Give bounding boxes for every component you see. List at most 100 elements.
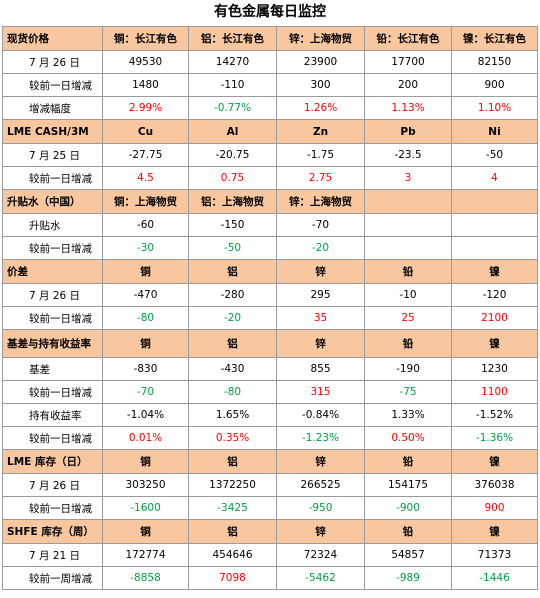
table-row: 升贴水 -60 -150 -70 <box>2 213 538 237</box>
column-header <box>451 189 538 214</box>
section-title: 价差 <box>2 259 103 284</box>
table-cell: 1.65% <box>188 403 277 427</box>
column-header: 铜 <box>102 329 189 358</box>
table-cell: -1.04% <box>102 403 189 427</box>
table-cell: 0.75 <box>188 166 277 190</box>
column-header: 锌 <box>276 329 365 358</box>
table-cell: -10 <box>364 283 452 307</box>
column-header: 铅 <box>364 519 452 544</box>
table-cell: 154175 <box>364 473 452 497</box>
table-cell: -5462 <box>276 566 365 590</box>
column-header: 铝 <box>188 259 277 284</box>
table-cell: 35 <box>276 306 365 330</box>
table-row: 较前一周增减 -8858 7098 -5462 -989 -1446 <box>2 566 538 590</box>
table-cell: -110 <box>188 73 277 97</box>
table-cell: 1.10% <box>451 96 538 120</box>
row-label: 7 月 26 日 <box>2 50 103 74</box>
table-cell: 3 <box>364 166 452 190</box>
table-row: 较前一日增减 -70 -80 315 -75 1100 <box>2 380 538 404</box>
table-row: 较前一日增减 -1600 -3425 -950 -900 900 <box>2 496 538 520</box>
section-title: 现货价格 <box>2 26 103 51</box>
table-cell: 1.33% <box>364 403 452 427</box>
column-header: Al <box>188 119 277 144</box>
column-header: 镍 <box>451 519 538 544</box>
table-cell: 266525 <box>276 473 365 497</box>
row-label: 较前一日增减 <box>2 306 103 330</box>
table-cell: -0.84% <box>276 403 365 427</box>
table-row: 较前一日增减 0.01% 0.35% -1.23% 0.50% -1.36% <box>2 426 538 450</box>
section-header-row: LME 库存（日）铜铝锌铅镍 <box>2 449 538 474</box>
table-cell: -190 <box>364 357 452 381</box>
page-title: 有色金属每日监控 <box>214 4 326 20</box>
row-label: 基差 <box>2 357 103 381</box>
row-label: 较前一日增减 <box>2 496 103 520</box>
column-header: 镍：长江有色 <box>451 26 538 51</box>
table-cell <box>451 213 538 237</box>
table-cell: 49530 <box>102 50 189 74</box>
table-row: 较前一日增减 -30 -50 -20 <box>2 236 538 260</box>
table-cell: 172774 <box>102 543 189 567</box>
table-row: 基差 -830 -430 855 -190 1230 <box>2 357 538 381</box>
table-cell: -30 <box>102 236 189 260</box>
section-title: LME 库存（日） <box>2 449 103 474</box>
table-row: 增减幅度 2.99% -0.77% 1.26% 1.13% 1.10% <box>2 96 538 120</box>
table-cell: -120 <box>451 283 538 307</box>
column-header: 铅 <box>364 259 452 284</box>
table-cell: 4.5 <box>102 166 189 190</box>
table-cell: -150 <box>188 213 277 237</box>
column-header: 铝：长江有色 <box>188 26 277 51</box>
section-title: LME CASH/3M <box>2 119 103 144</box>
table-cell: -950 <box>276 496 365 520</box>
section-header-row: 价差铜铝锌铅镍 <box>2 259 538 284</box>
table-cell: 300 <box>276 73 365 97</box>
table-cell: -3425 <box>188 496 277 520</box>
section-header-row: 现货价格 铜：长江有色 铝：长江有色 锌：上海物贸 铅：长江有色 镍：长江有色 <box>2 26 538 51</box>
table-cell: -1.23% <box>276 426 365 450</box>
column-header: 铝 <box>188 449 277 474</box>
row-label: 7 月 25 日 <box>2 143 103 167</box>
table-cell: -280 <box>188 283 277 307</box>
section-header-row: 基差与持有收益率铜铝锌铅镍 <box>2 329 538 358</box>
table-cell: 200 <box>364 73 452 97</box>
row-label: 较前一日增减 <box>2 380 103 404</box>
column-header: 铜 <box>102 449 189 474</box>
column-header: Zn <box>276 119 365 144</box>
section-title: 基差与持有收益率 <box>2 329 103 358</box>
metals-monitor-table: 现货价格 铜：长江有色 铝：长江有色 锌：上海物贸 铅：长江有色 镍：长江有色 7 月 26… <box>2 26 538 590</box>
column-header: 铅 <box>364 329 452 358</box>
row-label: 7 月 26 日 <box>2 473 103 497</box>
section-title: 升贴水（中国） <box>2 189 103 214</box>
table-cell: -27.75 <box>102 143 189 167</box>
table-cell <box>364 213 452 237</box>
column-header: 铜：上海物贸 <box>102 189 189 214</box>
table-cell: -900 <box>364 496 452 520</box>
table-cell: -20 <box>188 306 277 330</box>
table-cell: -80 <box>102 306 189 330</box>
table-row: 较前一日增减 4.5 0.75 2.75 3 4 <box>2 166 538 190</box>
table-cell: 54857 <box>364 543 452 567</box>
row-label: 升贴水 <box>2 213 103 237</box>
row-label: 较前一日增减 <box>2 166 103 190</box>
table-cell: -1446 <box>451 566 538 590</box>
table-cell: -50 <box>451 143 538 167</box>
table-cell: -20.75 <box>188 143 277 167</box>
column-header: 铅：长江有色 <box>364 26 452 51</box>
table-cell: -80 <box>188 380 277 404</box>
table-cell: 25 <box>364 306 452 330</box>
column-header: 锌：上海物贸 <box>276 189 365 214</box>
table-cell: 4 <box>451 166 538 190</box>
section-header-row: 升贴水（中国） 铜：上海物贸 铝：上海物贸 锌：上海物贸 <box>2 189 538 214</box>
row-label: 增减幅度 <box>2 96 103 120</box>
table-row: 7 月 26 日 -470 -280 295 -10 -120 <box>2 283 538 307</box>
column-header: 铝 <box>188 519 277 544</box>
column-header: 铝 <box>188 329 277 358</box>
column-header: 锌 <box>276 449 365 474</box>
table-cell: 1480 <box>102 73 189 97</box>
table-cell: -1600 <box>102 496 189 520</box>
table-cell: -1.75 <box>276 143 365 167</box>
table-cell: 17700 <box>364 50 452 74</box>
table-cell: -23.5 <box>364 143 452 167</box>
table-row: 较前一日增减 1480 -110 300 200 900 <box>2 73 538 97</box>
table-cell: -1.52% <box>451 403 538 427</box>
row-label: 较前一日增减 <box>2 236 103 260</box>
